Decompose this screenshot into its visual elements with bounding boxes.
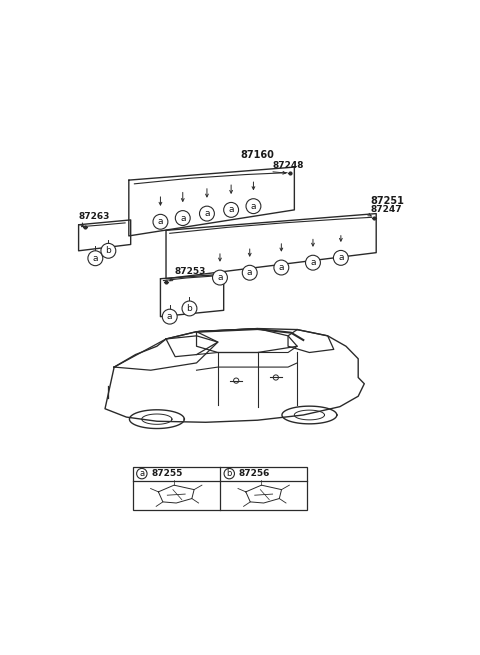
- Bar: [132, 466, 307, 510]
- Text: a: a: [158, 217, 163, 226]
- Circle shape: [334, 250, 348, 265]
- Circle shape: [153, 214, 168, 229]
- Text: b: b: [227, 469, 232, 478]
- Text: a: a: [180, 214, 185, 223]
- Text: a: a: [251, 202, 256, 211]
- Text: a: a: [204, 209, 210, 218]
- Circle shape: [224, 202, 239, 217]
- Text: 87263: 87263: [79, 212, 110, 221]
- Circle shape: [213, 270, 228, 285]
- Circle shape: [224, 468, 234, 479]
- Text: a: a: [338, 253, 344, 263]
- Circle shape: [175, 211, 190, 225]
- Text: a: a: [247, 269, 252, 277]
- Text: a: a: [278, 263, 284, 272]
- Text: a: a: [139, 469, 144, 478]
- Text: b: b: [187, 304, 192, 313]
- Circle shape: [306, 255, 321, 270]
- Circle shape: [137, 468, 147, 479]
- Text: 87251: 87251: [371, 196, 405, 206]
- Text: 87255: 87255: [151, 469, 182, 478]
- Circle shape: [182, 301, 197, 316]
- Text: 87247: 87247: [371, 205, 402, 214]
- Text: b: b: [106, 246, 111, 255]
- Circle shape: [242, 265, 257, 280]
- Text: a: a: [310, 258, 316, 267]
- Text: 87160: 87160: [240, 150, 274, 160]
- Circle shape: [101, 244, 116, 258]
- Text: 87248: 87248: [272, 161, 303, 170]
- Text: 87253: 87253: [175, 267, 206, 276]
- Text: a: a: [217, 273, 223, 282]
- Text: a: a: [228, 206, 234, 214]
- Circle shape: [274, 260, 289, 275]
- Text: a: a: [93, 253, 98, 263]
- Circle shape: [246, 198, 261, 214]
- Text: a: a: [167, 312, 172, 321]
- Text: 87256: 87256: [239, 469, 270, 478]
- Circle shape: [88, 251, 103, 266]
- Circle shape: [162, 309, 177, 324]
- Circle shape: [200, 206, 215, 221]
